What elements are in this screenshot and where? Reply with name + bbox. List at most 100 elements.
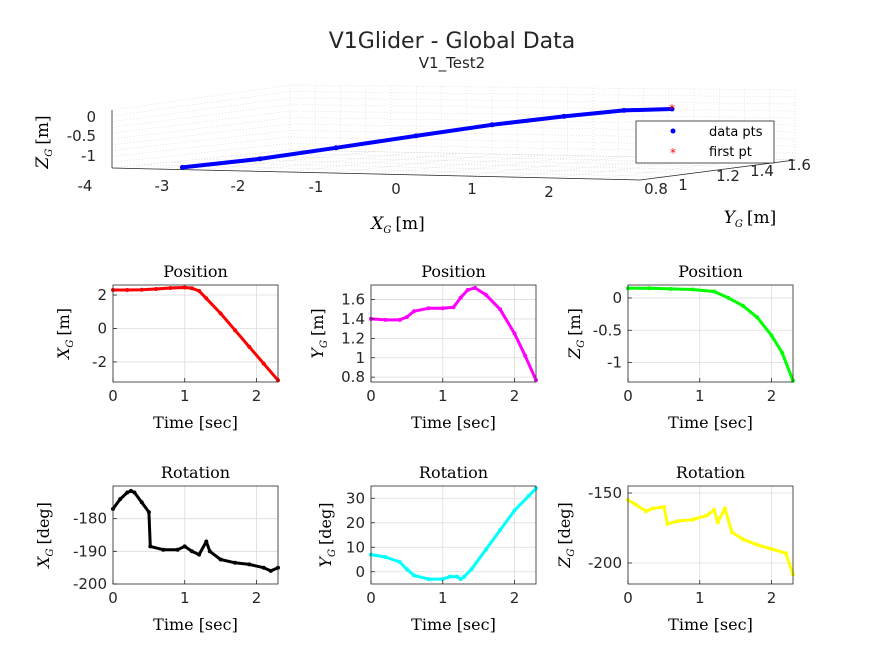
trajectory3d-ztick-label: -1: [81, 147, 96, 165]
xrot-axes-box: [112, 485, 279, 585]
xrot-data-point: [261, 565, 266, 570]
grid3d-floor-line: [243, 152, 417, 172]
zrot-data-point: [676, 519, 681, 523]
xpos-data-point: [189, 286, 194, 291]
zrot-ylabel-sub: G: [566, 549, 577, 557]
ypos-data-point: [426, 306, 431, 311]
xrot-data-point: [247, 562, 252, 567]
xrot-ytick-label: -180: [73, 510, 107, 528]
ypos-data-point: [412, 309, 416, 314]
ypos-ylabel-sub: G: [319, 340, 330, 348]
xrot-data-point: [128, 488, 133, 493]
grid3d-wall-line: [111, 97, 796, 122]
trajectory3d-zlabel-unit: [m]: [33, 115, 53, 144]
trajectory3d-ytick-label: 0.8: [644, 180, 668, 198]
yrot-data-point: [426, 577, 431, 582]
trajectory3d-ytick-label: 1.4: [750, 162, 774, 180]
xrot-ylabel-sub: G: [45, 549, 56, 557]
xrot-data-point: [175, 547, 180, 552]
zrot-ytick-label: -150: [588, 484, 622, 502]
xpos-data-point: [233, 328, 237, 333]
ypos-ylabel-unit: [m]: [308, 308, 327, 336]
legend-marker-first-pt: *: [670, 146, 676, 160]
yrot-ylabel: YG [deg]: [316, 503, 338, 568]
zrot-ytick-label: -200: [588, 554, 622, 572]
yrot-ytick-label: 20: [346, 514, 365, 532]
xrot-xtick-label: 0: [108, 589, 118, 607]
xrot-data-point: [204, 539, 209, 544]
yrot-ytick-label: 30: [346, 489, 365, 507]
yrot-plot-area: [371, 486, 536, 584]
zpos-xlabel: Time [sec]: [668, 413, 753, 432]
xpos-xtick-label: 2: [252, 387, 262, 405]
yrot-ylabel-var: Y: [316, 556, 335, 568]
yrot-data-point: [397, 560, 402, 564]
zpos-axes-box: [627, 284, 794, 383]
xpos-title: Position: [163, 262, 228, 281]
figure-title: V1Glider - Global Data: [329, 29, 576, 54]
trajectory3d-series-line: [180, 107, 674, 170]
trajectory3d-xtick-label: -3: [155, 177, 170, 195]
grid3d-floor-line: [419, 155, 585, 176]
ypos-xtick-label: 2: [510, 387, 520, 405]
ypos-data-point: [440, 306, 445, 311]
zrot-data-point: [730, 530, 734, 535]
grid3d-floor-line: [260, 152, 770, 164]
xpos-plot-area: [113, 285, 278, 382]
xpos-data-point: [125, 288, 130, 292]
trajectory3d-xlabel-unit: [m]: [395, 214, 424, 234]
trajectory-3d-panel: *-4 -3 -2 -1 0 1 2 0.8 1 1.2 1.4 1.60-0.5-1XG [m] YG[…: [33, 84, 811, 236]
yrot-data-point: [526, 493, 531, 498]
ypos-ytick-label: 0.8: [341, 368, 365, 386]
xpos-ylabel-unit: [m]: [54, 308, 73, 336]
xrot-xtick-label: 1: [180, 589, 190, 607]
grid3d-wall-line: [111, 84, 796, 111]
zrot-data-point: [690, 517, 695, 522]
ypos-data-point: [404, 315, 409, 319]
ypos-ylabel: YG [m]: [308, 308, 330, 358]
trajectory3d-ytick-label: 1.6: [787, 156, 811, 174]
xpos-data-point: [168, 286, 173, 290]
trajectory3d-ylabel-unit: [m]: [747, 208, 776, 228]
zrot-xtick-label: 0: [623, 589, 633, 607]
xrot-data-point: [218, 557, 223, 562]
zrot-panel: 0 1 2 -150 -200 Rotation Time [sec] ZG [deg]: [555, 463, 795, 634]
trajectory3d-data-point: [489, 122, 495, 128]
yrot-xlabel: Time [sec]: [411, 615, 496, 634]
ypos-data-point: [483, 292, 488, 297]
ypos-data-point: [458, 295, 463, 300]
ypos-data-point: [498, 307, 503, 312]
trajectory3d-data-point: [413, 133, 419, 139]
yrot-ytick-label: 10: [346, 538, 365, 556]
ypos-data-point: [523, 353, 528, 358]
figure-subtitle: V1_Test2: [419, 54, 485, 73]
xrot-ylabel-unit: [deg]: [34, 502, 53, 544]
legend-label-data-pts: data pts: [709, 125, 763, 140]
zpos-title: Position: [678, 262, 743, 281]
zpos-panel: 0 1 2 0 -0.5 -1 Position Time [sec] ZG [m]: [565, 262, 795, 432]
ypos-plot-area: [371, 285, 536, 382]
grid3d-floor-line: [375, 154, 543, 175]
grid3d-wall-line: [111, 110, 796, 134]
xrot-ytick-label: -200: [73, 575, 107, 593]
zrot-data-point: [633, 502, 638, 507]
first-pt-marker: *: [669, 102, 675, 116]
zpos-data-point: [769, 333, 774, 338]
yrot-data-point: [440, 577, 445, 582]
xpos-data-point: [204, 296, 209, 301]
xrot-data-point: [161, 547, 166, 552]
zrot-data-point: [651, 506, 656, 511]
trajectory3d-xlabel-var: X: [369, 214, 384, 234]
yrot-title: Rotation: [419, 463, 488, 482]
zpos-data-point: [740, 303, 745, 308]
xpos-xtick-label: 0: [108, 387, 118, 405]
xpos-data-point: [139, 287, 144, 292]
grid3d-floor-line: [141, 164, 666, 177]
grid3d-floor-line: [199, 151, 375, 171]
zpos-ylabel-sub: G: [576, 340, 587, 348]
zpos-ytick-label: -1: [607, 354, 622, 372]
yrot-ytick-label: 0: [355, 563, 365, 581]
zrot-data-point: [665, 521, 670, 526]
